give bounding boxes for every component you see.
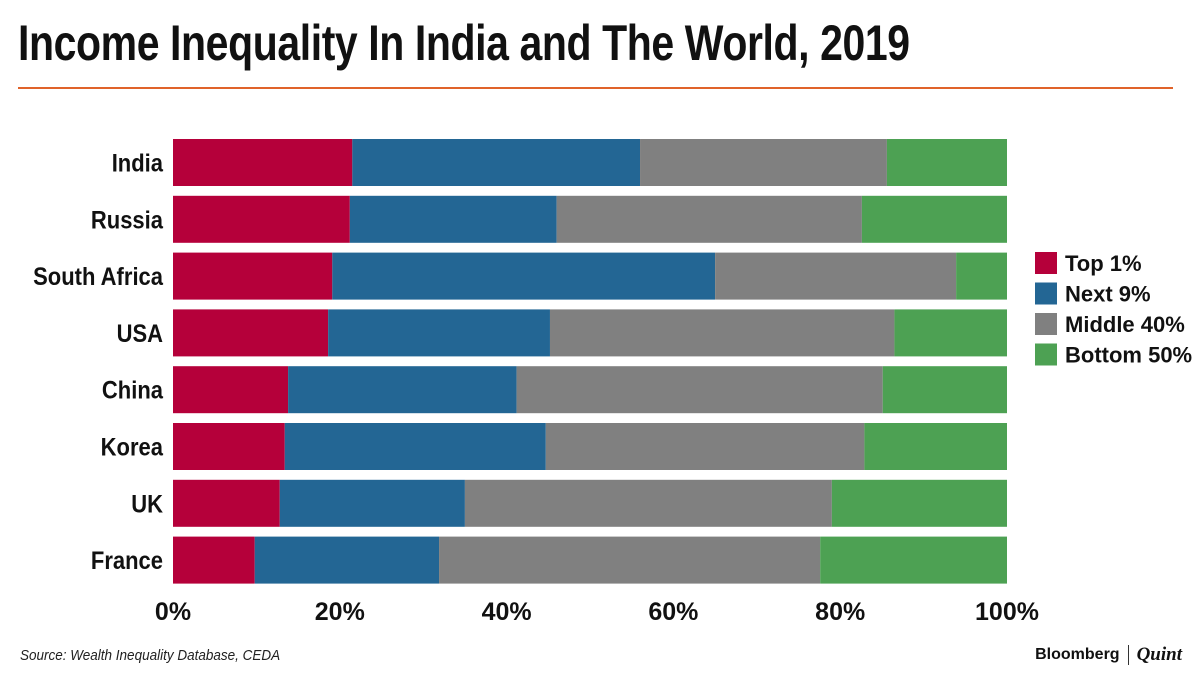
- bar-segment: [715, 252, 957, 300]
- x-tick-label: 20%: [315, 598, 365, 626]
- bar-segment: [640, 139, 887, 186]
- bar-segment: [173, 139, 353, 186]
- publisher-logo: Bloomberg Quint: [1035, 644, 1182, 666]
- bar-segment: [349, 195, 557, 243]
- bar-segment: [352, 139, 641, 186]
- bar-segment: [284, 423, 546, 470]
- logo-bloomberg: Bloomberg: [1035, 646, 1120, 663]
- category-label: UK: [131, 490, 163, 518]
- legend-label: Bottom 50%: [1065, 343, 1192, 368]
- bar-segment: [173, 195, 350, 243]
- legend-label: Next 9%: [1065, 282, 1151, 307]
- category-label: Korea: [101, 433, 164, 461]
- bar-segment: [288, 366, 517, 414]
- bar-segment: [864, 423, 1007, 470]
- bar-segment: [173, 252, 333, 300]
- bar-segment: [549, 309, 895, 357]
- category-label: South Africa: [33, 263, 164, 291]
- bar-segment: [173, 366, 289, 414]
- bar-segment: [464, 479, 832, 527]
- bar-segment: [439, 536, 821, 584]
- bar-segment: [173, 423, 285, 470]
- legend-swatch: [1035, 343, 1057, 366]
- x-tick-label: 80%: [815, 598, 865, 626]
- bar-segment: [279, 479, 465, 527]
- x-tick-label: 60%: [648, 598, 698, 626]
- legend-swatch: [1035, 313, 1057, 335]
- legend-label: Top 1%: [1065, 251, 1142, 276]
- category-label: USA: [117, 320, 163, 348]
- source-note: Source: Wealth Inequality Database, CEDA: [20, 647, 281, 664]
- category-label: France: [91, 547, 163, 575]
- legend-swatch: [1035, 282, 1057, 305]
- x-tick-label: 40%: [482, 598, 532, 626]
- title-divider: [18, 87, 1173, 89]
- category-label: India: [112, 149, 164, 177]
- bar-segment: [956, 252, 1007, 300]
- logo-separator: [1127, 645, 1129, 665]
- bar-segment: [886, 139, 1007, 186]
- x-tick-label: 100%: [975, 598, 1039, 626]
- bar-segment: [861, 195, 1007, 243]
- bar-segment: [894, 309, 1007, 357]
- bar-segment: [545, 423, 865, 470]
- bar-segment: [556, 195, 862, 243]
- category-label: Russia: [91, 206, 164, 234]
- bar-segment: [820, 536, 1007, 584]
- chart-title: Income Inequality In India and The World…: [18, 15, 910, 71]
- legend-label: Middle 40%: [1065, 312, 1185, 337]
- bar-segment: [254, 536, 440, 584]
- bar-segment: [173, 309, 329, 357]
- x-tick-label: 0%: [155, 598, 191, 626]
- bar-segment: [328, 309, 550, 357]
- bar-segment: [516, 366, 883, 414]
- logo-quint: Quint: [1136, 644, 1182, 665]
- bar-segment: [173, 479, 280, 527]
- bar-segment: [882, 366, 1007, 414]
- bar-segment: [332, 252, 716, 300]
- category-label: China: [102, 376, 164, 404]
- bar-segment: [831, 479, 1007, 527]
- bar-segment: [173, 536, 255, 584]
- legend-swatch: [1035, 252, 1057, 274]
